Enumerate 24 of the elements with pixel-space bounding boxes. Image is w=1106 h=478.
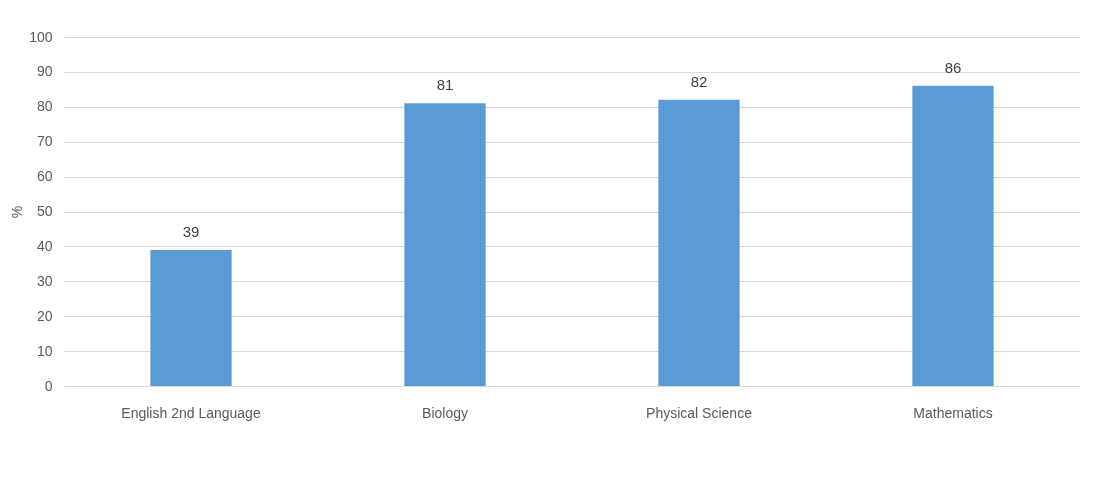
y-tick-label: 60 xyxy=(36,168,53,185)
y-tick-label: 90 xyxy=(36,63,53,80)
bar xyxy=(404,103,486,386)
y-tick-label: 10 xyxy=(36,342,53,359)
data-label: 81 xyxy=(436,76,454,94)
y-tick-label: 0 xyxy=(44,377,53,394)
bar xyxy=(912,85,994,386)
data-label: 86 xyxy=(944,58,962,76)
bar xyxy=(658,99,740,386)
y-tick-label: 70 xyxy=(36,133,53,150)
x-tick-label: Biology xyxy=(422,404,468,421)
x-tick-label: English 2nd Language xyxy=(121,404,261,421)
bar xyxy=(150,249,232,386)
y-tick-label: 50 xyxy=(36,203,53,219)
y-axis-title: % xyxy=(9,205,26,219)
y-tick-label: 40 xyxy=(36,237,53,254)
y-tick-label: 100 xyxy=(29,28,53,45)
data-label: 39 xyxy=(182,222,200,240)
y-tick-label: 80 xyxy=(36,98,53,115)
x-tick-label: Physical Science xyxy=(646,404,753,421)
data-label: 82 xyxy=(690,72,708,90)
y-tick-label: 20 xyxy=(36,307,53,324)
x-tick-label: Mathematics xyxy=(913,404,993,421)
y-tick-label: 30 xyxy=(36,272,53,289)
